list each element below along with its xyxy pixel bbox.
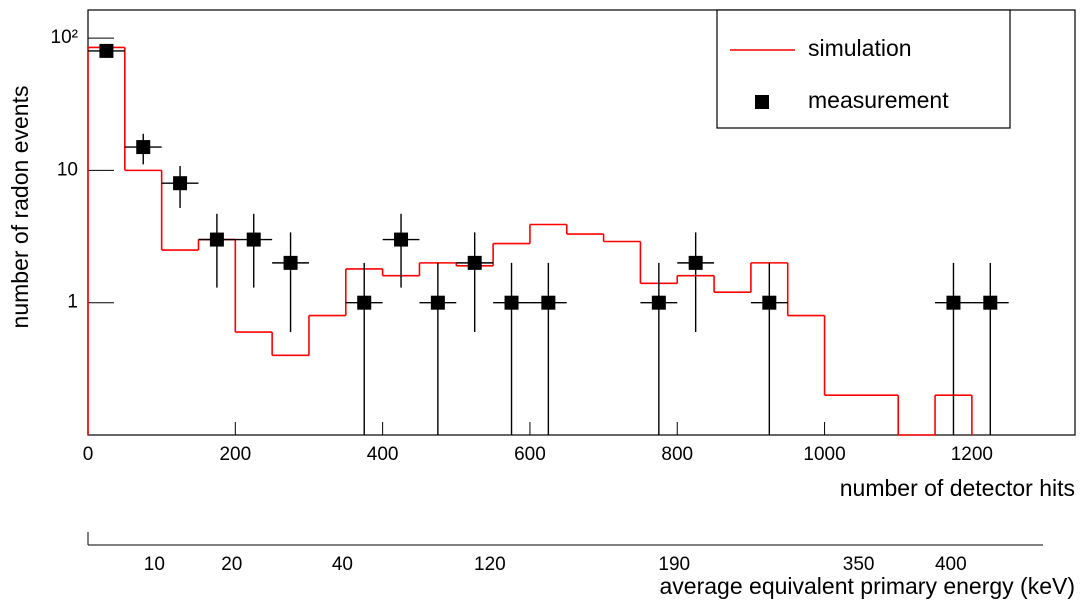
x2-axis-label: average equivalent primary energy (keV) xyxy=(660,573,1075,599)
x-axis-label: number of detector hits xyxy=(840,475,1075,501)
x2-tick-label: 400 xyxy=(935,554,967,575)
x-tick-label: 800 xyxy=(661,444,693,465)
x-tick-label: 600 xyxy=(514,444,546,465)
y-tick-label: 1 xyxy=(67,292,78,313)
y-tick-label: 10 xyxy=(57,159,78,180)
y-axis-label: number of radon events xyxy=(7,86,33,329)
data-point xyxy=(173,176,188,191)
data-point xyxy=(136,140,151,155)
data-point xyxy=(762,295,777,310)
data-point xyxy=(246,232,261,247)
legend-swatch xyxy=(755,95,769,109)
data-point xyxy=(283,255,298,270)
data-point xyxy=(541,295,556,310)
data-point xyxy=(209,232,224,247)
data-point xyxy=(357,295,372,310)
x-tick-label: 0 xyxy=(83,444,94,465)
x-tick-label: 400 xyxy=(367,444,399,465)
x2-tick-label: 190 xyxy=(658,554,690,575)
data-point xyxy=(651,295,666,310)
x-tick-label: 1000 xyxy=(803,444,845,465)
x2-tick-label: 120 xyxy=(474,554,506,575)
x2-tick-label: 20 xyxy=(221,554,242,575)
data-point xyxy=(983,295,998,310)
legend-label: measurement xyxy=(808,87,949,113)
x-tick-label: 200 xyxy=(219,444,251,465)
x2-tick-label: 350 xyxy=(843,554,875,575)
data-point xyxy=(99,43,114,58)
data-point xyxy=(946,295,961,310)
data-point xyxy=(394,232,409,247)
data-point xyxy=(688,255,703,270)
data-point xyxy=(504,295,519,310)
x2-tick-label: 10 xyxy=(144,554,165,575)
data-point xyxy=(467,255,482,270)
legend-label: simulation xyxy=(808,35,912,61)
x-tick-label: 1200 xyxy=(951,444,993,465)
x2-tick-label: 40 xyxy=(332,554,353,575)
data-point xyxy=(430,295,445,310)
y-tick-label: 10² xyxy=(51,27,78,48)
